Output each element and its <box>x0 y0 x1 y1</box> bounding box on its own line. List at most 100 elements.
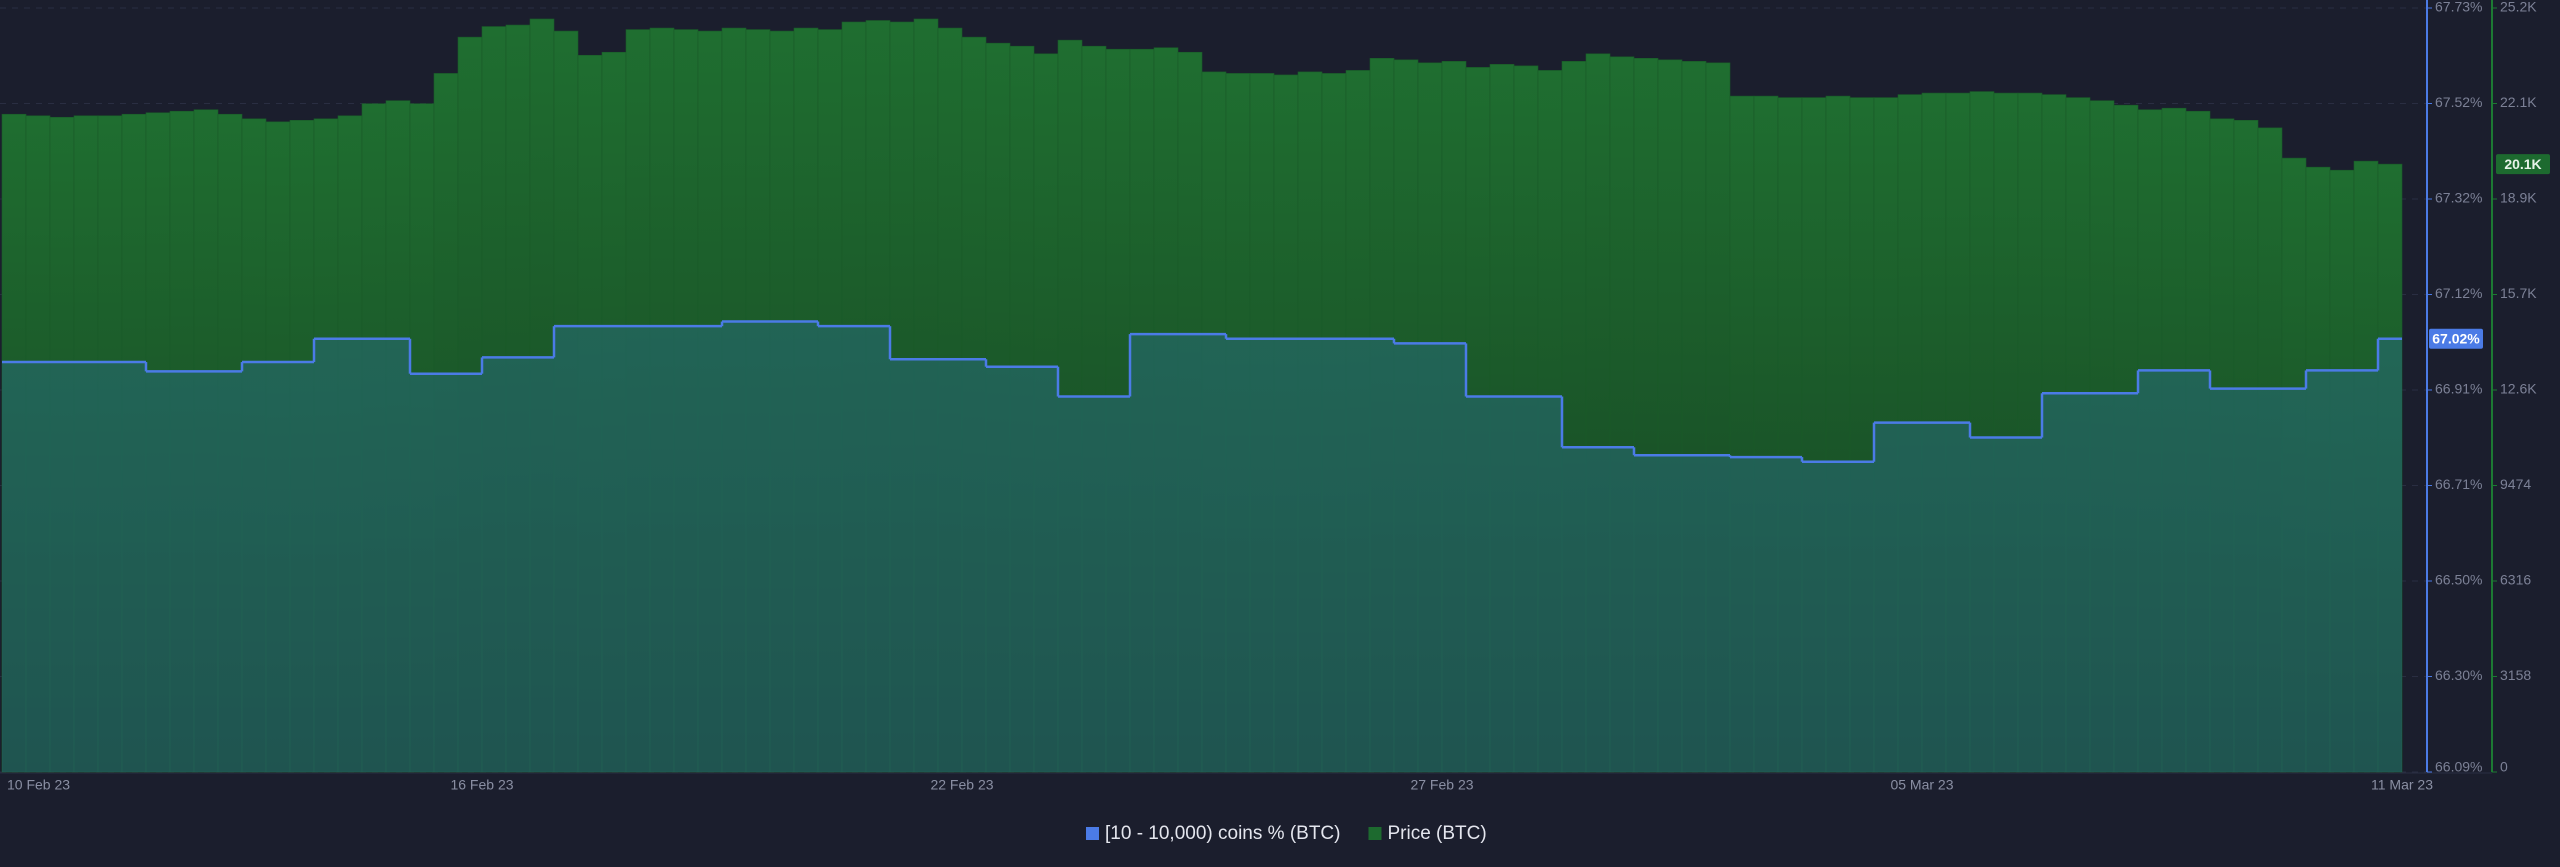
coins-area <box>2114 393 2138 772</box>
coins-area <box>1394 343 1418 772</box>
coins-area <box>2162 370 2186 772</box>
coins-area <box>386 338 410 772</box>
x-tick-label: 22 Feb 23 <box>930 777 993 793</box>
price-bar <box>1369 57 1395 773</box>
coins-area <box>2210 388 2234 772</box>
price-bar <box>1225 73 1251 773</box>
y2-tick-label: 22.1K <box>2500 94 2537 110</box>
coins-area <box>746 321 770 772</box>
price-bar <box>1873 97 1899 773</box>
coins-area <box>1730 457 1754 772</box>
price-bar <box>193 109 219 773</box>
price-bar <box>2281 157 2307 773</box>
y2-tick-label: 0 <box>2500 759 2508 775</box>
price-bar <box>1105 48 1131 773</box>
coins-area <box>1970 437 1994 772</box>
coins-area <box>1514 396 1538 772</box>
price-bar <box>1753 95 1779 773</box>
coins-area <box>1538 396 1562 772</box>
coins-area <box>890 359 914 772</box>
coins-area <box>698 326 722 772</box>
coins-area <box>2042 393 2066 772</box>
coins-area <box>794 321 818 772</box>
coins-area <box>1490 396 1514 772</box>
x-tick-label: 16 Feb 23 <box>450 777 513 793</box>
price-bar <box>1297 71 1323 773</box>
price-bar <box>817 29 843 773</box>
coins-area <box>122 362 146 772</box>
x-tick-label: 05 Mar 23 <box>1890 777 1953 793</box>
coins-area <box>2234 388 2258 772</box>
coins-area <box>458 373 482 772</box>
price-bar <box>889 21 915 773</box>
price-bar <box>2305 166 2331 773</box>
coins-area <box>1610 447 1634 772</box>
y2-tick-label: 9474 <box>2500 476 2531 492</box>
coins-area <box>1634 455 1658 772</box>
coins-area <box>914 359 938 772</box>
coins-area <box>1370 338 1394 772</box>
price-bar <box>1249 73 1275 773</box>
price-bar <box>217 113 243 773</box>
coins-area <box>50 362 74 772</box>
coins-area <box>1034 366 1058 772</box>
coins-area <box>2138 370 2162 772</box>
price-bar <box>1609 56 1635 773</box>
price-bar <box>1 113 27 773</box>
price-bar <box>1705 62 1731 773</box>
coins-area <box>674 326 698 772</box>
price-bar <box>2353 160 2379 773</box>
price-bar <box>841 21 867 773</box>
bars <box>1 18 2403 773</box>
price-bar <box>1657 59 1683 773</box>
price-bar <box>97 115 123 773</box>
coins-area <box>2282 388 2306 772</box>
y-tick-label: 67.12% <box>2435 285 2482 301</box>
coins-area <box>1322 338 1346 772</box>
coins-area <box>1874 422 1898 772</box>
y2-tick-label: 15.7K <box>2500 285 2537 301</box>
price-bar <box>2041 94 2067 773</box>
price-bar <box>961 36 987 773</box>
coins-area <box>650 326 674 772</box>
coins-area <box>1106 396 1130 772</box>
price-bar <box>2377 163 2403 773</box>
coins-area <box>1226 338 1250 772</box>
price-bar <box>1945 92 1971 773</box>
price-bar <box>145 112 171 773</box>
price-bar <box>169 110 195 773</box>
price-bar <box>1777 97 1803 773</box>
coins-area <box>1898 422 1922 772</box>
coins-area <box>1274 338 1298 772</box>
coins-area <box>962 359 986 772</box>
coins-area <box>1586 447 1610 772</box>
y-tick-label: 66.71% <box>2435 476 2482 492</box>
coins-area <box>1754 457 1778 772</box>
coins-area <box>626 326 650 772</box>
coins-area <box>74 362 98 772</box>
coins-area <box>1154 334 1178 772</box>
y2-tick-label: 12.6K <box>2500 381 2537 397</box>
price-bar <box>1273 74 1299 773</box>
coins-area <box>938 359 962 772</box>
price-bar <box>865 20 891 773</box>
coins-area <box>1058 396 1082 772</box>
coins-area <box>602 326 626 772</box>
price-bar <box>1801 97 1827 773</box>
coins-area <box>1562 447 1586 772</box>
price-bar <box>1921 92 1947 773</box>
price-bar <box>121 113 147 773</box>
price-bar <box>1585 53 1611 773</box>
x-tick-label: 11 Mar 23 <box>2371 777 2433 793</box>
coins-area <box>722 321 746 772</box>
price-bar <box>1177 51 1203 773</box>
price-bar <box>1681 61 1707 773</box>
coins-area <box>2018 437 2042 772</box>
price-bar <box>1969 91 1995 773</box>
coins-area <box>1466 396 1490 772</box>
coins-area <box>2066 393 2090 772</box>
y2-tick-label: 25.2K <box>2500 0 2537 15</box>
y-tick-label: 66.50% <box>2435 572 2482 588</box>
price-bar <box>937 27 963 773</box>
